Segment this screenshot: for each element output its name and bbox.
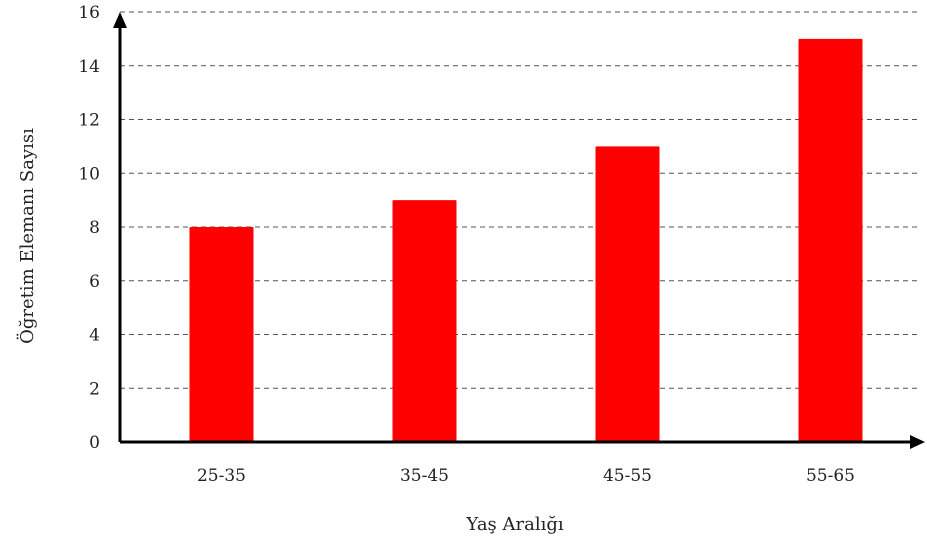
y-tick-label: 0 [89, 433, 100, 453]
bar-25-35 [189, 227, 254, 442]
y-tick-label: 10 [78, 164, 100, 184]
x-tick-label: 55-65 [806, 466, 855, 486]
bar-55-65 [798, 38, 863, 442]
x-tick-labels: 25-35 35-45 45-55 55-65 [197, 466, 855, 486]
y-tick-label: 16 [78, 3, 100, 23]
y-tick-label: 4 [89, 326, 100, 346]
x-tick-label: 35-45 [400, 466, 449, 486]
y-axis-arrow-icon [113, 12, 127, 28]
y-tick-label: 14 [78, 57, 100, 77]
x-tick-label: 25-35 [197, 466, 246, 486]
x-axis-arrow-icon [910, 435, 925, 449]
y-tick-label: 2 [89, 379, 100, 399]
x-axis-title: Yaş Aralığı [465, 514, 564, 535]
x-tick-label: 45-55 [603, 466, 652, 486]
axes [113, 12, 925, 449]
y-axis-title: Öğretim Elemanı Sayısı [15, 128, 38, 344]
bar-35-45 [392, 200, 457, 442]
y-tick-label: 12 [78, 111, 100, 131]
y-tick-label: 6 [89, 272, 100, 292]
bar-45-55 [595, 146, 660, 442]
bars [189, 38, 863, 442]
y-tick-label: 8 [89, 218, 100, 238]
y-tick-labels: 0 2 4 6 8 10 12 14 16 [78, 3, 100, 453]
grid-lines [120, 11, 920, 389]
